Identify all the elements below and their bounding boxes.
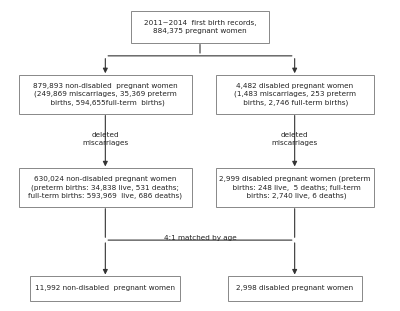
Text: deleted
miscarriages: deleted miscarriages — [272, 132, 318, 146]
Text: 2011~2014  first birth records,
884,375 pregnant women: 2011~2014 first birth records, 884,375 p… — [144, 20, 256, 34]
Text: 630,024 non-disabled pregnant women
(preterm births: 34,838 live, 531 deaths;
fu: 630,024 non-disabled pregnant women (pre… — [28, 176, 182, 199]
FancyBboxPatch shape — [216, 168, 374, 207]
Text: deleted
miscarriages: deleted miscarriages — [82, 132, 128, 146]
FancyBboxPatch shape — [30, 276, 180, 301]
FancyBboxPatch shape — [131, 11, 269, 43]
FancyBboxPatch shape — [216, 75, 374, 114]
Text: 4,482 disabled pregnant women
(1,483 miscarriages, 253 preterm
 births, 2,746 fu: 4,482 disabled pregnant women (1,483 mis… — [234, 83, 356, 106]
FancyBboxPatch shape — [18, 168, 192, 207]
Text: 879,893 non-disabled  pregnant women
(249,869 miscarriages, 35,369 preterm
  bir: 879,893 non-disabled pregnant women (249… — [33, 83, 178, 106]
Text: 4:1 matched by age: 4:1 matched by age — [164, 235, 236, 241]
FancyBboxPatch shape — [228, 276, 362, 301]
Text: 11,992 non-disabled  pregnant women: 11,992 non-disabled pregnant women — [35, 285, 175, 291]
Text: 2,999 disabled pregnant women (preterm
  births: 248 live,  5 deaths; full-term
: 2,999 disabled pregnant women (preterm b… — [219, 176, 370, 199]
FancyBboxPatch shape — [18, 75, 192, 114]
Text: 2,998 disabled pregnant women: 2,998 disabled pregnant women — [236, 285, 353, 291]
